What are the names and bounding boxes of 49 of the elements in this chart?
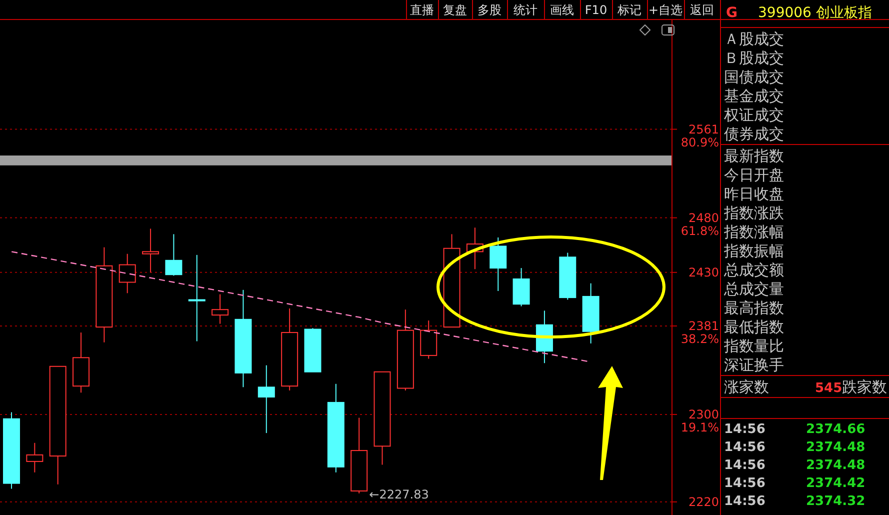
text: 2374.32 (806, 494, 866, 509)
y-tick-label: 2300 19.1% (680, 407, 719, 434)
text: 总成交量 (723, 280, 784, 298)
text: +自选 (648, 3, 683, 17)
text: 深证换手 (724, 356, 784, 374)
annotation: ←2227.83 (369, 487, 429, 502)
text: 多股 (478, 3, 502, 17)
text: 2374.48 (806, 458, 866, 473)
text: 跌家数 (842, 378, 887, 396)
text: 国债成交 (724, 68, 784, 86)
text: 最高指数 (724, 299, 784, 317)
text: 最低指数 (724, 318, 784, 336)
text: 2374.42 (806, 476, 866, 491)
text: 14:56 (724, 422, 766, 437)
text: 画线 (550, 3, 574, 17)
text: 指数涨跌 (723, 204, 784, 222)
text: 总成交额 (723, 261, 784, 279)
y-tick-label: 2430 (688, 265, 719, 280)
text: 14:56 (724, 458, 766, 473)
text: 权证成交 (723, 106, 784, 124)
y-tick-label: 2381 38.2% (680, 318, 719, 346)
text: 14:56 (724, 494, 766, 509)
text: G (726, 5, 738, 21)
text: 标记 (616, 3, 642, 17)
text: 指数涨幅 (723, 223, 784, 241)
text: Ａ股成交 (724, 30, 784, 48)
text: 直播 (410, 3, 434, 17)
text: 14:56 (724, 476, 766, 491)
text: 复盘 (443, 3, 467, 17)
text: 最新指数 (724, 147, 784, 165)
text: 399006 创业板指 (758, 5, 872, 21)
y-tick-label: 2220 (688, 494, 719, 509)
text: 基金成交 (724, 87, 784, 105)
text: 545 (815, 381, 842, 396)
text: 昨日收盘 (724, 185, 784, 203)
text: 指数振幅 (723, 242, 784, 260)
text: 统计 (514, 3, 538, 17)
text: 2374.66 (806, 422, 866, 437)
text: 指数量比 (723, 337, 784, 355)
text: 债券成交 (724, 125, 784, 143)
text: Ｂ股成交 (724, 49, 784, 67)
text: F10 (584, 3, 608, 17)
text: 返回 (690, 3, 714, 17)
text: 今日开盘 (724, 166, 784, 184)
text: 涨家数 (724, 378, 769, 396)
text: 14:56 (724, 440, 766, 455)
y-tick-label: 2480 61.8% (680, 210, 719, 238)
y-tick-label: 2561 80.9% (680, 122, 719, 150)
text: 2374.48 (806, 440, 866, 455)
